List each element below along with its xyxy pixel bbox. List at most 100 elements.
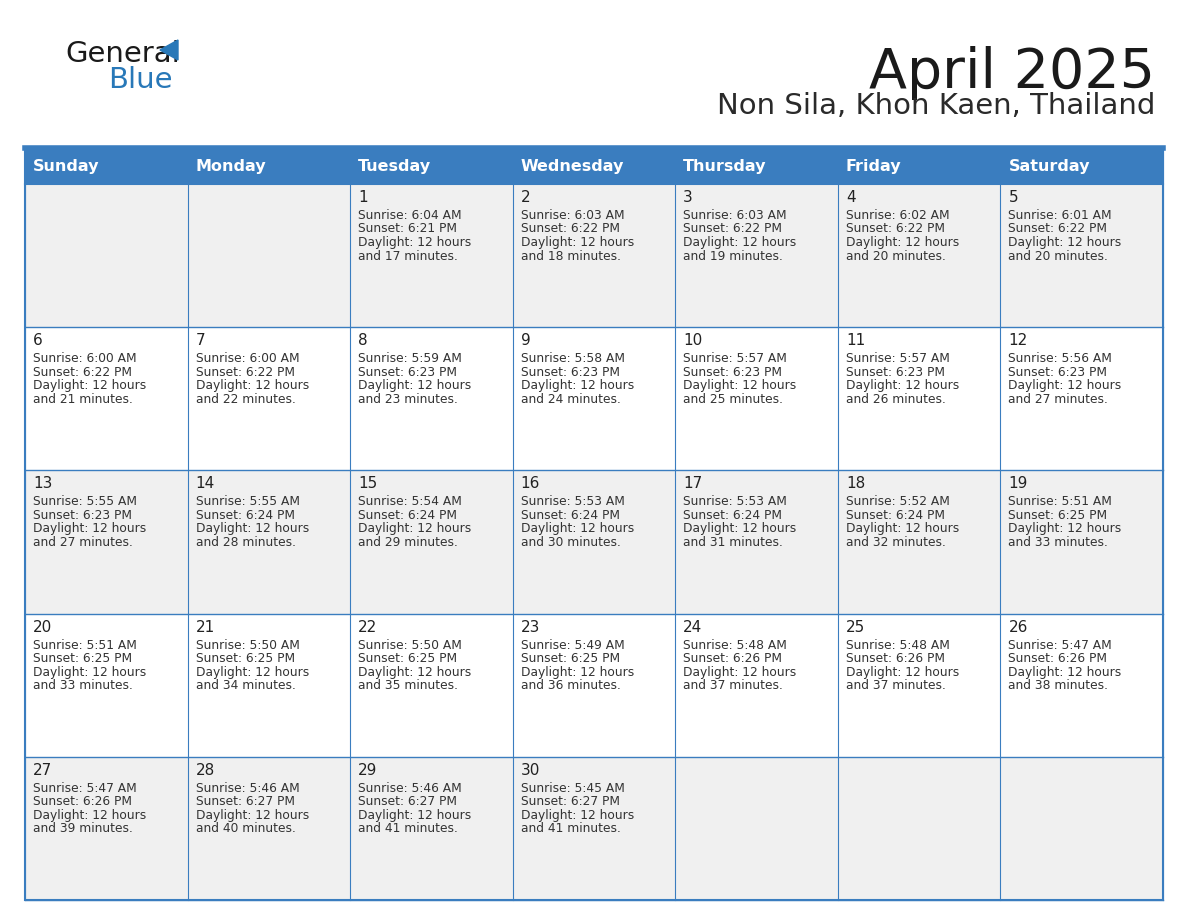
Text: Sunset: 6:24 PM: Sunset: 6:24 PM	[846, 509, 944, 522]
Text: and 21 minutes.: and 21 minutes.	[33, 393, 133, 406]
Text: Daylight: 12 hours: Daylight: 12 hours	[846, 522, 959, 535]
Text: Daylight: 12 hours: Daylight: 12 hours	[196, 809, 309, 822]
Text: 20: 20	[33, 620, 52, 634]
Text: 14: 14	[196, 476, 215, 491]
Text: Daylight: 12 hours: Daylight: 12 hours	[683, 666, 796, 678]
Text: 15: 15	[358, 476, 378, 491]
Text: April 2025: April 2025	[868, 46, 1155, 100]
Text: and 23 minutes.: and 23 minutes.	[358, 393, 459, 406]
Text: Thursday: Thursday	[683, 159, 766, 174]
Text: Daylight: 12 hours: Daylight: 12 hours	[196, 666, 309, 678]
Text: Sunrise: 5:53 AM: Sunrise: 5:53 AM	[520, 496, 625, 509]
Text: and 30 minutes.: and 30 minutes.	[520, 536, 620, 549]
Text: Sunrise: 5:58 AM: Sunrise: 5:58 AM	[520, 353, 625, 365]
Text: and 39 minutes.: and 39 minutes.	[33, 823, 133, 835]
Text: Sunday: Sunday	[33, 159, 100, 174]
Bar	[25, 756, 1163, 900]
Text: Sunset: 6:22 PM: Sunset: 6:22 PM	[520, 222, 620, 236]
Bar	[25, 613, 1163, 756]
Text: Daylight: 12 hours: Daylight: 12 hours	[846, 666, 959, 678]
Text: Sunrise: 5:53 AM: Sunrise: 5:53 AM	[683, 496, 788, 509]
Text: Monday: Monday	[196, 159, 266, 174]
Text: and 29 minutes.: and 29 minutes.	[358, 536, 459, 549]
Text: Sunrise: 6:03 AM: Sunrise: 6:03 AM	[683, 209, 786, 222]
Text: Sunset: 6:26 PM: Sunset: 6:26 PM	[33, 795, 132, 809]
Text: General: General	[65, 40, 179, 68]
Text: Sunrise: 5:57 AM: Sunrise: 5:57 AM	[683, 353, 788, 365]
Text: Daylight: 12 hours: Daylight: 12 hours	[683, 236, 796, 249]
Text: 26: 26	[1009, 620, 1028, 634]
Text: Daylight: 12 hours: Daylight: 12 hours	[358, 379, 472, 392]
Text: 19: 19	[1009, 476, 1028, 491]
Text: Sunset: 6:22 PM: Sunset: 6:22 PM	[196, 365, 295, 379]
Text: Daylight: 12 hours: Daylight: 12 hours	[683, 522, 796, 535]
Text: Sunrise: 6:00 AM: Sunrise: 6:00 AM	[196, 353, 299, 365]
Text: and 31 minutes.: and 31 minutes.	[683, 536, 783, 549]
Text: Blue: Blue	[108, 66, 172, 94]
Text: and 41 minutes.: and 41 minutes.	[520, 823, 620, 835]
Text: Sunset: 6:25 PM: Sunset: 6:25 PM	[1009, 509, 1107, 522]
Text: 6: 6	[33, 333, 43, 348]
Text: Sunset: 6:23 PM: Sunset: 6:23 PM	[33, 509, 132, 522]
Text: Sunrise: 5:48 AM: Sunrise: 5:48 AM	[846, 639, 949, 652]
Text: Daylight: 12 hours: Daylight: 12 hours	[846, 379, 959, 392]
Text: Sunset: 6:22 PM: Sunset: 6:22 PM	[1009, 222, 1107, 236]
Text: Sunrise: 6:01 AM: Sunrise: 6:01 AM	[1009, 209, 1112, 222]
Text: Sunset: 6:24 PM: Sunset: 6:24 PM	[358, 509, 457, 522]
Text: Sunrise: 5:50 AM: Sunrise: 5:50 AM	[358, 639, 462, 652]
Text: Sunset: 6:24 PM: Sunset: 6:24 PM	[520, 509, 620, 522]
Text: Wednesday: Wednesday	[520, 159, 624, 174]
Bar	[25, 184, 1163, 327]
Text: Daylight: 12 hours: Daylight: 12 hours	[520, 666, 634, 678]
Text: Daylight: 12 hours: Daylight: 12 hours	[520, 522, 634, 535]
Text: and 32 minutes.: and 32 minutes.	[846, 536, 946, 549]
Text: Sunset: 6:25 PM: Sunset: 6:25 PM	[33, 652, 132, 666]
Text: Sunset: 6:27 PM: Sunset: 6:27 PM	[196, 795, 295, 809]
Text: Sunset: 6:25 PM: Sunset: 6:25 PM	[520, 652, 620, 666]
Text: 10: 10	[683, 333, 702, 348]
Text: Sunrise: 5:46 AM: Sunrise: 5:46 AM	[358, 782, 462, 795]
Text: Sunrise: 5:56 AM: Sunrise: 5:56 AM	[1009, 353, 1112, 365]
Text: and 36 minutes.: and 36 minutes.	[520, 679, 620, 692]
Text: Sunset: 6:25 PM: Sunset: 6:25 PM	[196, 652, 295, 666]
Text: Daylight: 12 hours: Daylight: 12 hours	[358, 236, 472, 249]
Text: 8: 8	[358, 333, 368, 348]
Text: Sunset: 6:21 PM: Sunset: 6:21 PM	[358, 222, 457, 236]
Text: Daylight: 12 hours: Daylight: 12 hours	[196, 522, 309, 535]
Text: Daylight: 12 hours: Daylight: 12 hours	[520, 379, 634, 392]
Text: Sunrise: 5:55 AM: Sunrise: 5:55 AM	[196, 496, 299, 509]
Text: Daylight: 12 hours: Daylight: 12 hours	[33, 522, 146, 535]
Text: and 19 minutes.: and 19 minutes.	[683, 250, 783, 263]
Text: and 26 minutes.: and 26 minutes.	[846, 393, 946, 406]
Text: Sunrise: 5:46 AM: Sunrise: 5:46 AM	[196, 782, 299, 795]
Text: and 38 minutes.: and 38 minutes.	[1009, 679, 1108, 692]
Text: 28: 28	[196, 763, 215, 778]
Text: 2: 2	[520, 190, 530, 205]
Text: and 37 minutes.: and 37 minutes.	[846, 679, 946, 692]
Text: Sunset: 6:27 PM: Sunset: 6:27 PM	[358, 795, 457, 809]
Text: 16: 16	[520, 476, 541, 491]
Text: Sunrise: 6:00 AM: Sunrise: 6:00 AM	[33, 353, 137, 365]
Text: Sunrise: 5:49 AM: Sunrise: 5:49 AM	[520, 639, 625, 652]
Text: Sunset: 6:26 PM: Sunset: 6:26 PM	[683, 652, 782, 666]
Bar	[25, 327, 1163, 470]
Text: Sunset: 6:26 PM: Sunset: 6:26 PM	[1009, 652, 1107, 666]
Text: 27: 27	[33, 763, 52, 778]
Bar	[25, 470, 1163, 613]
Text: Daylight: 12 hours: Daylight: 12 hours	[196, 379, 309, 392]
Text: Sunrise: 5:47 AM: Sunrise: 5:47 AM	[33, 782, 137, 795]
Text: 11: 11	[846, 333, 865, 348]
Text: Sunrise: 6:02 AM: Sunrise: 6:02 AM	[846, 209, 949, 222]
Polygon shape	[160, 40, 178, 60]
Text: 25: 25	[846, 620, 865, 634]
Text: Daylight: 12 hours: Daylight: 12 hours	[846, 236, 959, 249]
Text: Saturday: Saturday	[1009, 159, 1089, 174]
Text: Daylight: 12 hours: Daylight: 12 hours	[33, 379, 146, 392]
Text: Sunrise: 5:50 AM: Sunrise: 5:50 AM	[196, 639, 299, 652]
Text: Sunset: 6:22 PM: Sunset: 6:22 PM	[33, 365, 132, 379]
Text: 5: 5	[1009, 190, 1018, 205]
Text: and 24 minutes.: and 24 minutes.	[520, 393, 620, 406]
Text: Daylight: 12 hours: Daylight: 12 hours	[358, 522, 472, 535]
Text: Sunset: 6:23 PM: Sunset: 6:23 PM	[1009, 365, 1107, 379]
Text: and 37 minutes.: and 37 minutes.	[683, 679, 783, 692]
